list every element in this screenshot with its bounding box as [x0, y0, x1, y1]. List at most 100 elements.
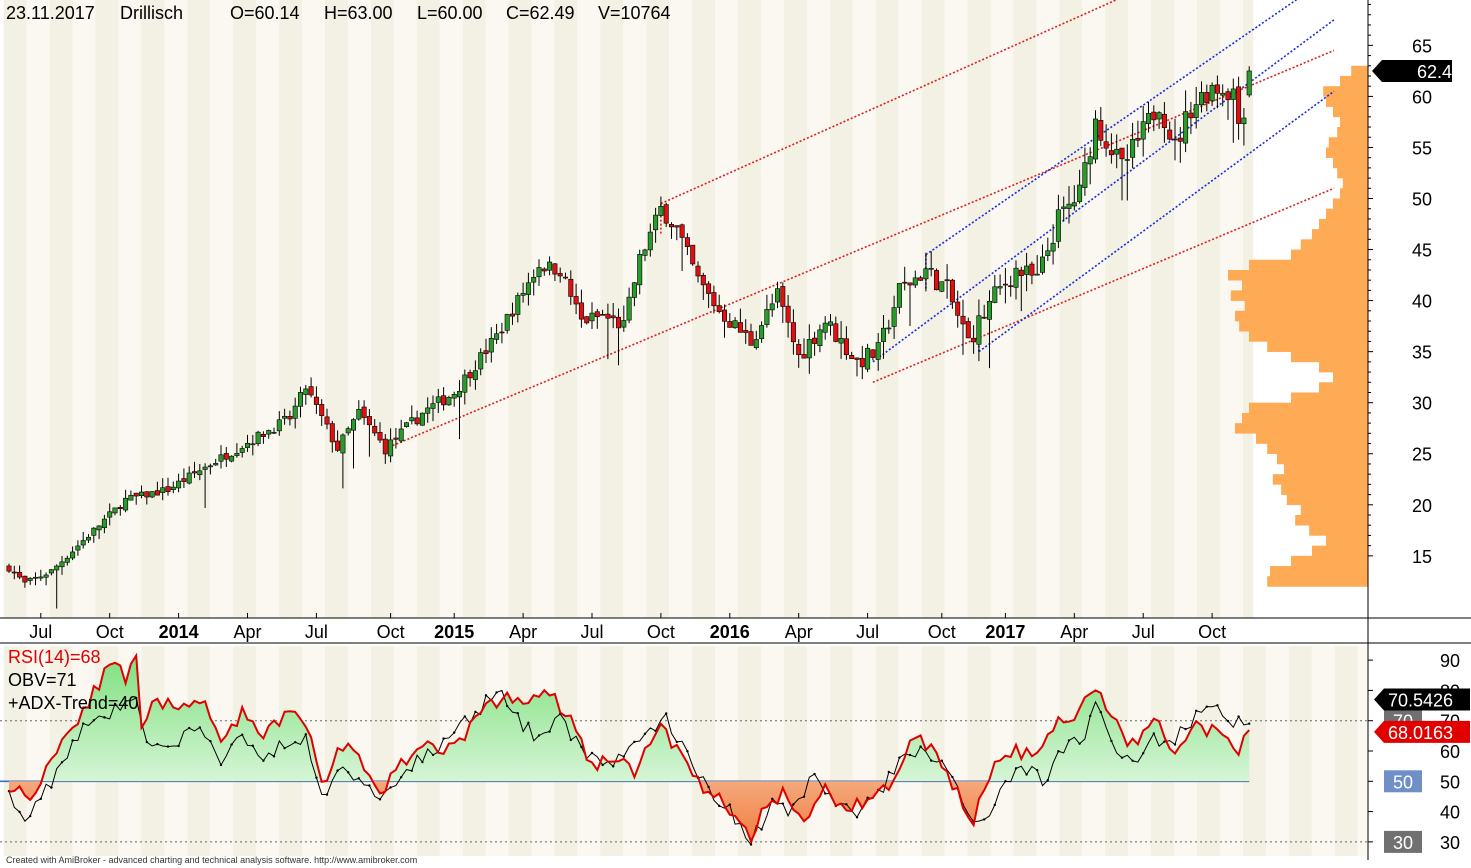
- obv-point: [389, 786, 392, 789]
- volume-profile-bar: [1291, 351, 1368, 363]
- candle-down: [467, 372, 473, 379]
- candle-up: [875, 342, 881, 360]
- obv-line: [8, 689, 1250, 846]
- red-channel-mid: [384, 49, 1335, 450]
- candle-up: [419, 412, 425, 426]
- x-tick-label: Oct: [647, 622, 675, 642]
- obv-point: [251, 744, 254, 747]
- candle-down: [790, 322, 796, 343]
- month-band: [692, 646, 716, 856]
- candle-up: [451, 394, 457, 399]
- obv-point: [113, 702, 117, 706]
- month-band: [439, 0, 463, 618]
- volume-profile-bar: [1326, 535, 1368, 546]
- volume-profile-bar: [1277, 453, 1368, 465]
- month-band: [852, 0, 876, 618]
- candle-up: [653, 214, 659, 231]
- footer-credit: Created with AmiBroker - advanced charti…: [6, 855, 417, 865]
- candle-up: [176, 480, 182, 489]
- obv-point: [453, 731, 456, 734]
- candle-up: [531, 276, 537, 283]
- volume-profile-bar: [1235, 310, 1368, 322]
- candle-down: [260, 434, 266, 437]
- obv-point: [400, 775, 403, 779]
- candle-down: [382, 438, 388, 455]
- candle-down: [483, 350, 489, 354]
- month-band: [370, 0, 394, 618]
- obv-point: [177, 744, 180, 748]
- candle-down: [552, 263, 558, 275]
- obv-point: [802, 795, 806, 798]
- candle-up: [986, 300, 992, 320]
- candle-up: [70, 551, 76, 559]
- obv-point: [347, 771, 350, 774]
- obv-point: [1216, 704, 1219, 707]
- candle-down: [859, 358, 865, 368]
- volume-profile-bar: [1295, 515, 1368, 526]
- obv-point: [1089, 714, 1092, 718]
- candle-down: [223, 453, 229, 460]
- volume-profile-bar: [1312, 545, 1368, 557]
- candle-down: [573, 296, 579, 305]
- level-box: 30: [1384, 830, 1422, 853]
- candle-down: [711, 292, 717, 307]
- candle-up: [1087, 156, 1093, 165]
- candle-up: [282, 415, 288, 419]
- candle-up: [276, 419, 282, 432]
- candle-up: [27, 577, 33, 581]
- obv-point: [1142, 751, 1145, 755]
- month-band: [577, 646, 601, 856]
- level-box-label: 50: [1393, 772, 1413, 792]
- obv-point: [919, 745, 922, 748]
- obv-point: [855, 816, 859, 819]
- month-band: [783, 0, 807, 618]
- obv-point: [1152, 732, 1156, 735]
- candle-down: [562, 276, 568, 279]
- obv-point: [230, 743, 233, 746]
- candle-up: [472, 370, 478, 380]
- obv-point: [495, 691, 498, 694]
- value-tag-label: 68.0163: [1388, 723, 1453, 743]
- candle-up: [923, 268, 929, 280]
- obv-point: [315, 776, 318, 779]
- volume-profile-bar: [1270, 566, 1368, 577]
- obv-point: [336, 769, 339, 772]
- candle-up: [170, 486, 176, 490]
- obv-point: [283, 746, 286, 750]
- obv-point: [92, 719, 96, 722]
- candle-down: [11, 571, 17, 574]
- candle-down: [933, 270, 939, 291]
- month-band: [761, 646, 784, 856]
- candle-up: [213, 463, 219, 466]
- candle-up: [637, 254, 643, 286]
- candle-up: [647, 231, 653, 251]
- candle-up: [589, 312, 595, 322]
- volume-profile-bar: [1267, 341, 1368, 352]
- volume-profile-bar: [1319, 382, 1368, 393]
- candle-down: [833, 323, 839, 342]
- y-tick-label: 60: [1412, 87, 1432, 107]
- obv-point: [1205, 705, 1209, 708]
- obv-point: [262, 759, 265, 762]
- candle-down: [615, 316, 621, 329]
- x-tick-label: Oct: [96, 622, 124, 642]
- candle-up: [229, 455, 235, 462]
- obv-point: [675, 740, 678, 744]
- candle-down: [960, 315, 966, 325]
- volume-profile-bar: [1333, 106, 1368, 118]
- obv-point: [1110, 739, 1113, 743]
- obv-point: [643, 732, 647, 735]
- candle-down: [1167, 129, 1173, 140]
- value-tag: 70.5426: [1374, 688, 1470, 711]
- candle-up: [827, 321, 833, 326]
- candle-up: [303, 388, 309, 395]
- candle-up: [54, 565, 60, 571]
- candle-down: [690, 244, 696, 265]
- candle-up: [345, 428, 351, 434]
- volume-profile-bar: [1300, 504, 1368, 516]
- obv-point: [188, 726, 191, 730]
- candle-down: [509, 313, 515, 317]
- candle-up: [865, 347, 871, 370]
- volume-profile-bar: [1351, 65, 1368, 77]
